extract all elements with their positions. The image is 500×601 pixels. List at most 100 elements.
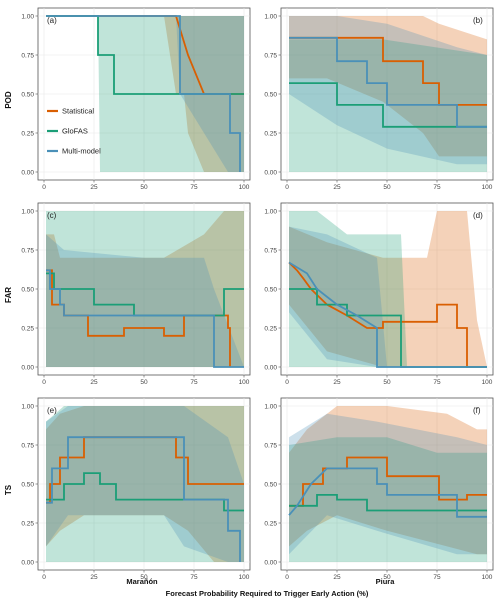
x-tick-label: 75 [433, 574, 441, 581]
legend-entry: Multi-model [62, 147, 101, 156]
x-tick-label: 0 [42, 379, 46, 386]
panel-label: (f) [473, 406, 481, 415]
x-tick-label: 0 [285, 184, 289, 191]
legend: Statistical GloFAS Multi-model [47, 107, 101, 156]
legend-entry: Statistical [62, 107, 94, 116]
x-tick-label: 25 [333, 574, 341, 581]
panel-content [289, 16, 487, 173]
x-tick-label: 25 [90, 574, 98, 581]
band-statistical [46, 406, 244, 562]
y-tick-label: 0.50 [21, 481, 34, 488]
y-tick-label: 0.50 [264, 286, 277, 293]
y-tick-label: 0.75 [21, 52, 34, 59]
panel-a: 0 25 50 75 100 0.00 0.25 0.50 0.75 1.00 (a) Statist… [21, 7, 251, 191]
series-line-multi-model [288, 467, 487, 518]
x-tick-label: 50 [140, 184, 148, 191]
y-tick-label: 1.00 [21, 403, 34, 410]
series-line-multi-model [288, 261, 487, 368]
band-statistical [46, 16, 244, 172]
y-tick-label: 0.00 [21, 169, 34, 176]
x-axis-title: Forecast Probability Required to Trigger… [166, 589, 369, 598]
series-line-glofas [289, 82, 487, 128]
y-tick-label: 1.00 [264, 403, 277, 410]
series-line-multi-model [46, 436, 241, 562]
series-line-multi-model [46, 269, 244, 368]
band-multi-model [289, 226, 487, 367]
panel-e: 0 25 50 75 100 0.00 0.25 0.50 0.75 1.00 (e) [21, 397, 251, 581]
series-line-statistical [288, 261, 487, 368]
band-multi-model [289, 413, 487, 555]
y-tick-label: 0.25 [21, 520, 34, 527]
series-line-statistical [289, 36, 487, 106]
y-tick-label: 1.00 [21, 208, 34, 215]
y-tick-label: 1.00 [264, 208, 277, 215]
panel-label: (b) [473, 16, 483, 25]
band-glofas [46, 211, 244, 367]
y-tick-label: 0.75 [264, 52, 277, 59]
y-tick-label: 0.50 [264, 481, 277, 488]
y-tick-label: 0.75 [21, 247, 34, 254]
series-line-statistical [46, 436, 244, 504]
x-tick-label: 100 [239, 379, 250, 386]
y-tick-label: 0.00 [264, 169, 277, 176]
panel-d: 0 25 50 75 100 0.00 0.25 0.50 0.75 1.00 (d) [264, 202, 494, 386]
y-tick-label: 0.75 [264, 442, 277, 449]
x-tick-label: 25 [90, 379, 98, 386]
series-line-multi-model [46, 15, 241, 172]
panel-label: (e) [47, 406, 57, 415]
y-tick-label: 1.00 [21, 13, 34, 20]
y-tick-label: 0.50 [21, 286, 34, 293]
x-tick-label: 0 [285, 574, 289, 581]
y-tick-label: 0.00 [264, 364, 277, 371]
column-label-piura: Piura [376, 577, 396, 586]
series-line-multi-model [289, 36, 487, 128]
panel-content [46, 406, 244, 562]
y-tick-label: 0.00 [264, 559, 277, 566]
y-tick-label: 0.25 [21, 130, 34, 137]
x-tick-label: 50 [383, 184, 391, 191]
x-tick-label: 0 [42, 184, 46, 191]
panel-label: (a) [47, 16, 57, 25]
x-tick-label: 25 [333, 379, 341, 386]
x-tick-label: 0 [42, 574, 46, 581]
band-statistical [289, 211, 487, 367]
panel-content [288, 406, 487, 562]
y-tick-label: 1.00 [264, 13, 277, 20]
x-tick-label: 100 [239, 574, 250, 581]
y-tick-label: 0.75 [21, 442, 34, 449]
panel-content [288, 211, 487, 368]
band-glofas [289, 211, 487, 367]
x-tick-label: 25 [333, 184, 341, 191]
y-tick-label: 0.75 [264, 247, 277, 254]
y-tick-label: 0.50 [21, 91, 34, 98]
row-label-pod: POD [4, 91, 13, 109]
x-tick-label: 75 [433, 184, 441, 191]
x-tick-label: 100 [482, 184, 493, 191]
legend-entry: GloFAS [62, 127, 88, 136]
panel-label: (d) [473, 211, 483, 220]
band-statistical [289, 406, 487, 555]
series-line-glofas [289, 494, 487, 512]
y-tick-label: 0.50 [264, 91, 277, 98]
row-label-far: FAR [4, 287, 13, 303]
series-line-glofas [46, 472, 244, 512]
band-statistical [46, 211, 244, 367]
y-tick-label: 0.25 [264, 325, 277, 332]
panel-content [46, 211, 244, 368]
y-tick-label: 0.00 [21, 559, 34, 566]
series-line-statistical [289, 456, 487, 507]
band-multi-model [46, 16, 244, 172]
panel-f: 0 25 50 75 100 0.00 0.25 0.50 0.75 1.00 (f) [264, 397, 494, 581]
y-tick-label: 0.25 [21, 325, 34, 332]
x-tick-label: 100 [482, 574, 493, 581]
x-tick-label: 75 [190, 379, 198, 386]
y-tick-label: 0.25 [264, 130, 277, 137]
x-tick-label: 50 [383, 379, 391, 386]
y-tick-label: 0.00 [21, 364, 34, 371]
panel-grid: 0 25 50 75 100 0.00 0.25 0.50 0.75 1.00 (a) Statist… [21, 7, 494, 581]
x-tick-label: 100 [482, 379, 493, 386]
x-tick-label: 50 [140, 574, 148, 581]
panel-content [46, 15, 244, 172]
panel-c: 0 25 50 75 100 0.00 0.25 0.50 0.75 1.00 (c) [21, 202, 251, 386]
